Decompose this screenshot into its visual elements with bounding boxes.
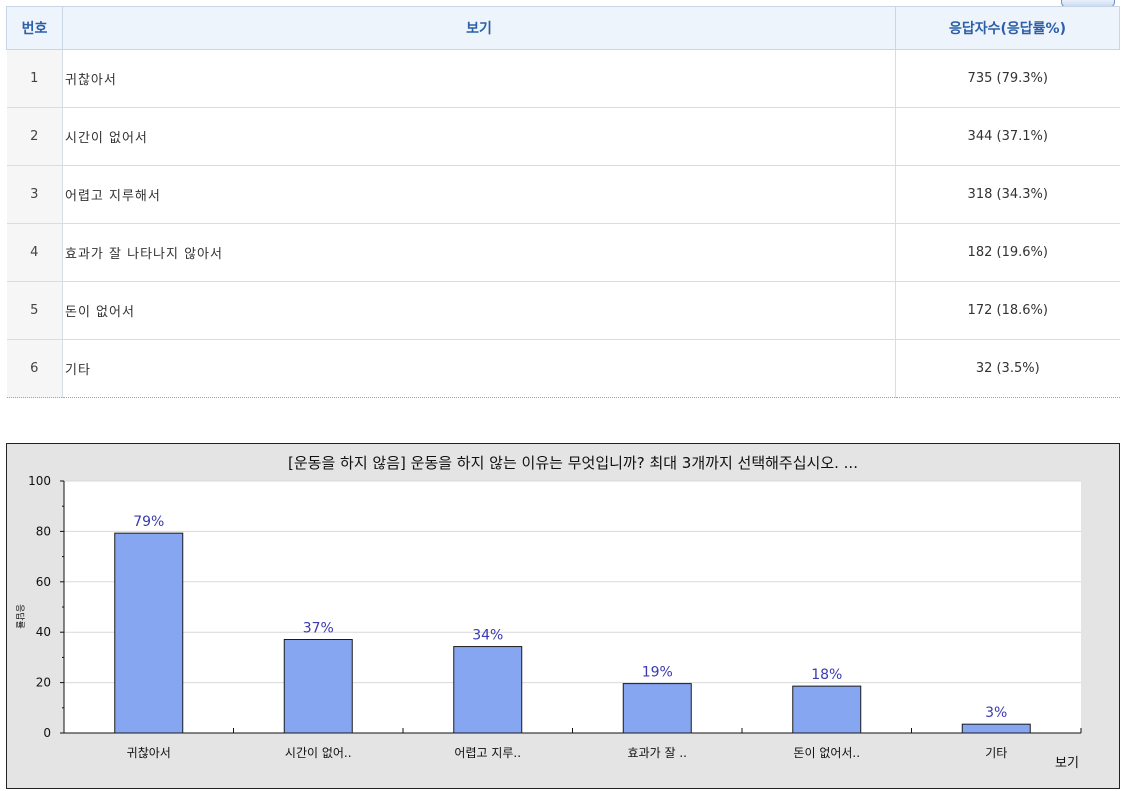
data-label: 79%	[133, 514, 164, 530]
table-row: 2 시간이 없어서 344 (37.1%)	[6, 107, 1120, 166]
bar-chart: [운동을 하지 않음] 운동을 하지 않는 이유는 무엇입니까? 최대 3개까지…	[14, 454, 1082, 771]
bar	[792, 685, 862, 734]
data-label: 34%	[472, 628, 503, 644]
chart-frame: [운동을 하지 않음] 운동을 하지 않는 이유는 무엇입니까? 최대 3개까지…	[6, 443, 1120, 789]
row-count: 182 (19.6%)	[895, 223, 1120, 282]
row-number: 1	[6, 49, 63, 108]
row-number: 4	[6, 223, 63, 282]
y-tick-label: 0	[43, 726, 51, 740]
x-tick-label: 효과가 잘 ..	[628, 746, 687, 760]
bar	[961, 723, 1031, 734]
x-tick-label: 어렵고 지루..	[454, 746, 521, 760]
row-number: 6	[6, 339, 63, 398]
bar	[283, 639, 353, 734]
row-count: 172 (18.6%)	[895, 281, 1120, 340]
row-option: 시간이 없어서	[62, 107, 896, 166]
x-tick-label: 기타	[985, 746, 1007, 760]
results-table: 번호 보기 응답자수(응답률%) 1 귀찮아서 735 (79.3%) 2 시간…	[6, 6, 1120, 398]
row-count: 344 (37.1%)	[895, 107, 1120, 166]
y-axis-label: 응답률	[14, 604, 26, 629]
bar	[114, 532, 184, 734]
header-count: 응답자수(응답률%)	[895, 6, 1120, 50]
x-axis-label: 보기	[1055, 756, 1079, 771]
y-tick-label: 20	[36, 676, 51, 690]
row-option: 어렵고 지루해서	[62, 165, 896, 224]
data-label: 18%	[811, 667, 842, 683]
plot-area	[64, 481, 1081, 733]
bar	[622, 683, 692, 734]
header-option: 보기	[62, 6, 896, 50]
y-tick-label: 40	[36, 625, 51, 639]
row-count: 735 (79.3%)	[895, 49, 1120, 108]
table-row: 5 돈이 없어서 172 (18.6%)	[6, 281, 1120, 340]
header-number: 번호	[6, 6, 63, 50]
x-tick-label: 돈이 없어서..	[793, 746, 860, 760]
row-option: 효과가 잘 나타나지 않아서	[62, 223, 896, 282]
row-option: 돈이 없어서	[62, 281, 896, 340]
row-number: 5	[6, 281, 63, 340]
row-count: 318 (34.3%)	[895, 165, 1120, 224]
table-row: 3 어렵고 지루해서 318 (34.3%)	[6, 165, 1120, 224]
row-option: 귀찮아서	[62, 49, 896, 108]
row-number: 3	[6, 165, 63, 224]
data-label: 19%	[642, 665, 673, 681]
chart-title: [운동을 하지 않음] 운동을 하지 않는 이유는 무엇입니까? 최대 3개까지…	[288, 454, 858, 472]
x-tick-label: 시간이 없어..	[285, 746, 352, 760]
data-label: 37%	[303, 621, 334, 637]
y-tick-label: 100	[28, 474, 51, 488]
table-header-row: 번호 보기 응답자수(응답률%)	[6, 6, 1120, 50]
bar	[453, 646, 523, 734]
x-tick-label: 귀찮아서	[127, 746, 171, 760]
y-tick-label: 60	[36, 575, 51, 589]
y-tick-label: 80	[36, 524, 51, 538]
row-number: 2	[6, 107, 63, 166]
table-row: 6 기타 32 (3.5%)	[6, 339, 1120, 398]
data-label: 3%	[985, 705, 1007, 721]
table-row: 1 귀찮아서 735 (79.3%)	[6, 49, 1120, 108]
row-count: 32 (3.5%)	[895, 339, 1120, 398]
table-row: 4 효과가 잘 나타나지 않아서 182 (19.6%)	[6, 223, 1120, 282]
row-option: 기타	[62, 339, 896, 398]
